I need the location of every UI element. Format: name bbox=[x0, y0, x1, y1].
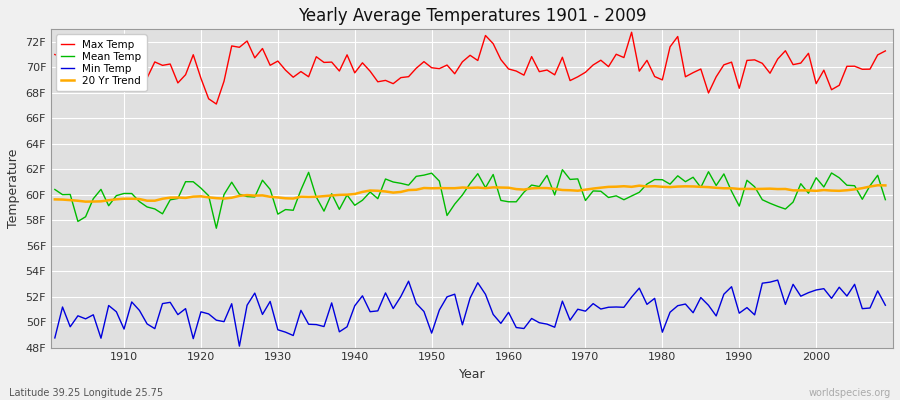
Max Temp bbox=[880, 48, 891, 53]
20 Yr Trend bbox=[119, 196, 130, 201]
Min Temp bbox=[288, 333, 299, 338]
20 Yr Trend bbox=[872, 183, 883, 188]
20 Yr Trend bbox=[50, 197, 60, 202]
Line: Mean Temp: Mean Temp bbox=[55, 170, 886, 228]
Max Temp bbox=[503, 66, 514, 71]
20 Yr Trend bbox=[880, 183, 891, 188]
Min Temp bbox=[111, 309, 122, 314]
Min Temp bbox=[234, 344, 245, 348]
Line: Max Temp: Max Temp bbox=[55, 32, 886, 104]
20 Yr Trend bbox=[334, 192, 345, 197]
Mean Temp bbox=[503, 199, 514, 204]
Max Temp bbox=[211, 102, 221, 106]
Mean Temp bbox=[111, 193, 122, 198]
Max Temp bbox=[603, 64, 614, 69]
Min Temp bbox=[50, 336, 60, 340]
Max Temp bbox=[511, 69, 522, 74]
Mean Temp bbox=[211, 226, 221, 231]
Legend: Max Temp, Mean Temp, Min Temp, 20 Yr Trend: Max Temp, Mean Temp, Min Temp, 20 Yr Tre… bbox=[56, 34, 147, 91]
20 Yr Trend bbox=[80, 199, 91, 204]
Mean Temp bbox=[611, 194, 622, 198]
Text: Latitude 39.25 Longitude 25.75: Latitude 39.25 Longitude 25.75 bbox=[9, 388, 163, 398]
Y-axis label: Temperature: Temperature bbox=[7, 149, 20, 228]
Min Temp bbox=[772, 278, 783, 282]
20 Yr Trend bbox=[288, 196, 299, 201]
Min Temp bbox=[603, 305, 614, 310]
Title: Yearly Average Temperatures 1901 - 2009: Yearly Average Temperatures 1901 - 2009 bbox=[298, 7, 646, 25]
X-axis label: Year: Year bbox=[459, 368, 485, 381]
Mean Temp bbox=[511, 200, 522, 204]
Mean Temp bbox=[334, 207, 345, 212]
Min Temp bbox=[511, 325, 522, 330]
Mean Temp bbox=[880, 197, 891, 202]
Min Temp bbox=[880, 303, 891, 308]
Max Temp bbox=[50, 52, 60, 57]
Line: Min Temp: Min Temp bbox=[55, 280, 886, 346]
Max Temp bbox=[334, 69, 345, 74]
Max Temp bbox=[111, 70, 122, 75]
Max Temp bbox=[288, 75, 299, 80]
Mean Temp bbox=[557, 167, 568, 172]
Line: 20 Yr Trend: 20 Yr Trend bbox=[55, 185, 886, 202]
20 Yr Trend bbox=[603, 184, 614, 189]
20 Yr Trend bbox=[503, 185, 514, 190]
Mean Temp bbox=[50, 187, 60, 192]
Min Temp bbox=[503, 310, 514, 315]
Text: worldspecies.org: worldspecies.org bbox=[809, 388, 891, 398]
Min Temp bbox=[334, 330, 345, 334]
20 Yr Trend bbox=[511, 187, 522, 192]
Mean Temp bbox=[288, 208, 299, 213]
Max Temp bbox=[626, 30, 637, 35]
